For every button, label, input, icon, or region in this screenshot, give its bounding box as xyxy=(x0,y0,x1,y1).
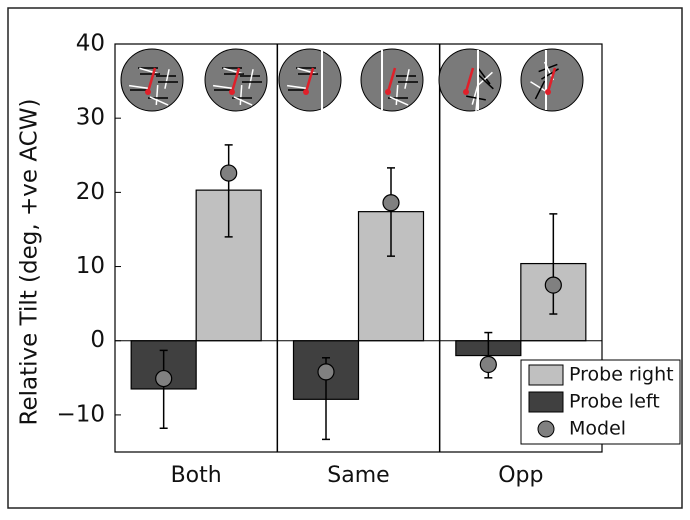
icon-arrow xyxy=(395,84,399,106)
icon-arrow xyxy=(477,67,491,85)
icon-probe-dot xyxy=(463,89,469,95)
icon-arrow xyxy=(466,95,486,101)
legend-label: Probe right xyxy=(569,364,674,386)
icon-probe xyxy=(464,67,475,93)
icon-arrow xyxy=(530,81,548,93)
model-point xyxy=(155,369,173,388)
y-tick-label: 30 xyxy=(76,105,105,131)
model-point xyxy=(479,355,497,374)
icon-arrow xyxy=(233,96,253,106)
icon-probe-dot xyxy=(545,89,551,95)
icon-probe xyxy=(304,67,315,93)
legend-label: Model xyxy=(569,418,626,440)
icon-probe xyxy=(386,67,397,93)
icon-arrow xyxy=(164,69,170,89)
icon-arrow xyxy=(128,84,150,90)
icon-arrow xyxy=(478,74,494,90)
icon-probe xyxy=(146,67,157,93)
icon-probe xyxy=(230,67,241,93)
icon-arrow xyxy=(404,69,410,89)
icon-arrow xyxy=(239,84,243,106)
model-point xyxy=(544,276,562,294)
y-axis-label: Relative Tilt (deg, +ve ACW) xyxy=(17,99,43,426)
model-point xyxy=(382,194,400,212)
icon-arrow xyxy=(534,80,546,100)
icon-arrow xyxy=(389,96,409,106)
y-tick-label: 10 xyxy=(76,253,105,279)
icon-arrow xyxy=(286,84,308,90)
icon-arrow xyxy=(212,84,234,90)
icon-arrow xyxy=(223,67,243,75)
icon-arrow xyxy=(471,85,479,105)
icon-arrow xyxy=(477,71,493,87)
icon-arrow xyxy=(541,68,559,80)
x-tick-label: Both xyxy=(171,463,222,488)
y-tick-label: 0 xyxy=(90,327,105,353)
icon-arrow xyxy=(149,96,169,106)
y-tick-label: −10 xyxy=(56,401,105,427)
y-tick-label: 20 xyxy=(76,179,105,205)
icon-probe-dot xyxy=(385,89,391,95)
icon-arrow xyxy=(155,84,159,106)
model-point xyxy=(317,363,335,381)
icon-probe xyxy=(546,67,557,93)
icon-probe-dot xyxy=(303,89,309,95)
x-tick-label: Same xyxy=(327,463,389,488)
model-point xyxy=(220,164,238,182)
y-tick-label: 40 xyxy=(76,31,105,57)
legend-swatch xyxy=(528,391,564,413)
icon-arrow xyxy=(297,67,317,75)
plot-border xyxy=(114,43,603,453)
x-tick-label: Opp xyxy=(498,463,543,488)
icon-arrow xyxy=(248,69,254,89)
icon-arrow xyxy=(139,67,159,75)
legend-swatch xyxy=(528,364,564,386)
legend-swatch xyxy=(537,420,555,438)
icon-probe-dot xyxy=(229,89,235,95)
icon-probe-dot xyxy=(145,89,151,95)
legend-label: Probe left xyxy=(569,391,660,413)
